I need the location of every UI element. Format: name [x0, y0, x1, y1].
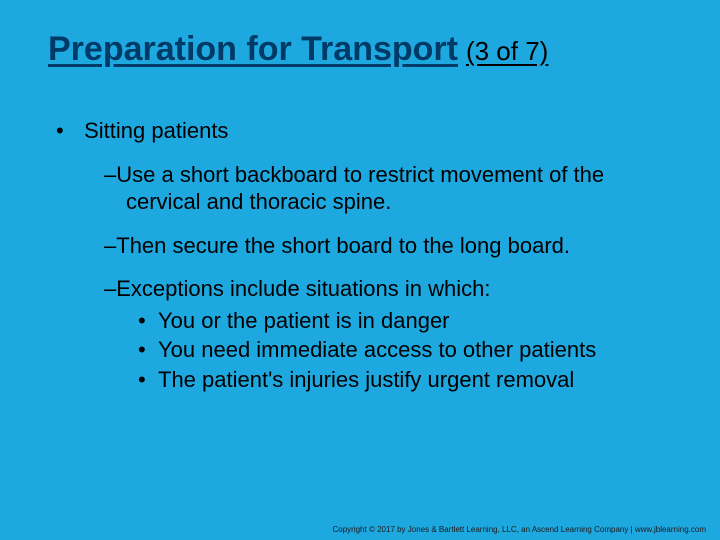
slide-content: Sitting patients –Use a short backboard … [48, 117, 672, 393]
list-item: You need immediate access to other patie… [138, 336, 672, 364]
copyright-footer: Copyright © 2017 by Jones & Bartlett Lea… [332, 525, 706, 534]
list-item-text: You need immediate access to other patie… [158, 337, 596, 362]
slide-counter: (3 of 7) [466, 36, 548, 67]
list-item: Sitting patients –Use a short backboard … [58, 117, 672, 393]
bullet-list-level3: You or the patient is in danger You need… [104, 307, 672, 394]
list-item: The patient's injuries justify urgent re… [138, 366, 672, 394]
list-item: –Use a short backboard to restrict movem… [104, 161, 672, 216]
slide-title-row: Preparation for Transport (3 of 7) [48, 30, 672, 69]
slide-title: Preparation for Transport [48, 30, 458, 69]
list-item: –Exceptions include situations in which:… [104, 275, 672, 393]
list-item-text: You or the patient is in danger [158, 308, 450, 333]
list-item-text: Use a short backboard to restrict moveme… [116, 162, 604, 215]
bullet-list-level1: Sitting patients –Use a short backboard … [48, 117, 672, 393]
list-item-text: Exceptions include situations in which: [116, 276, 490, 301]
list-item: –Then secure the short board to the long… [104, 232, 672, 260]
slide: Preparation for Transport (3 of 7) Sitti… [0, 0, 720, 540]
bullet-list-level2: –Use a short backboard to restrict movem… [58, 161, 672, 394]
list-item-text: Sitting patients [84, 118, 228, 143]
list-item-text: Then secure the short board to the long … [116, 233, 570, 258]
list-item-text: The patient's injuries justify urgent re… [158, 367, 574, 392]
list-item: You or the patient is in danger [138, 307, 672, 335]
